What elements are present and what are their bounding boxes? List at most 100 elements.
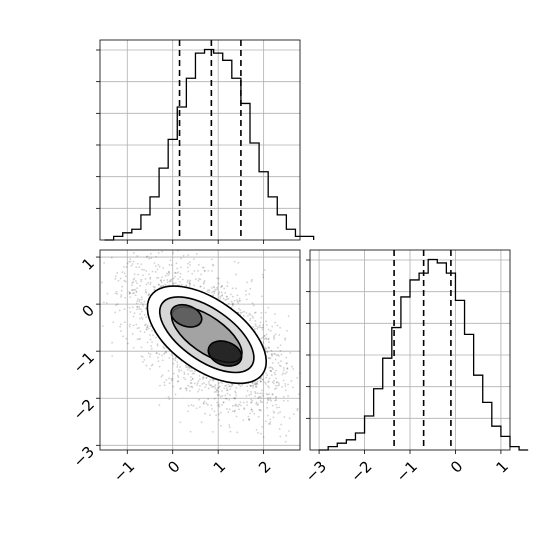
scatter-point (246, 401, 248, 403)
scatter-point (231, 383, 234, 386)
scatter-point (114, 275, 117, 278)
scatter-point (235, 404, 238, 407)
scatter-point (283, 416, 286, 418)
scatter-point (220, 291, 223, 294)
scatter-point (145, 291, 148, 294)
scatter-point (292, 413, 295, 416)
scatter-point (233, 260, 236, 263)
scatter-point (219, 381, 222, 384)
scatter-point (249, 384, 252, 387)
scatter-point (185, 387, 188, 390)
scatter-point (196, 384, 199, 386)
scatter-point (254, 323, 257, 326)
scatter-point (245, 293, 248, 296)
scatter-point (248, 293, 251, 295)
scatter-point (278, 428, 281, 430)
scatter-point (215, 414, 218, 417)
scatter-point (184, 387, 187, 390)
scatter-point (250, 280, 253, 283)
scatter-point (131, 263, 134, 265)
scatter-point (187, 404, 190, 407)
scatter-point (243, 408, 246, 411)
scatter-point (199, 406, 201, 408)
scatter-point (154, 265, 157, 268)
density-contour (207, 340, 243, 367)
scatter-point (269, 418, 272, 421)
scatter-point (267, 337, 270, 340)
scatter-point (267, 396, 269, 399)
scatter-point (263, 334, 266, 337)
scatter-point (256, 327, 259, 330)
scatter-point (117, 279, 120, 282)
scatter-point (258, 395, 261, 398)
x-tick-label: −3 (302, 457, 330, 485)
scatter-point (119, 325, 122, 328)
scatter-point (202, 402, 205, 405)
scatter-point (155, 277, 158, 279)
scatter-point (273, 371, 276, 374)
scatter-point (126, 262, 129, 265)
scatter-point (163, 279, 166, 282)
scatter-point (146, 326, 148, 329)
scatter-point (146, 341, 149, 344)
scatter-point (223, 387, 226, 390)
scatter-point (259, 409, 262, 412)
scatter-point (214, 288, 217, 291)
scatter-point (168, 382, 171, 385)
scatter-point (128, 260, 131, 263)
scatter-point (134, 294, 137, 297)
scatter-point (155, 336, 157, 339)
scatter-point (177, 380, 179, 383)
scatter-point (186, 266, 189, 269)
scatter-point (120, 294, 123, 296)
scatter-point (168, 280, 171, 283)
scatter-point (105, 302, 108, 305)
scatter-point (277, 412, 280, 415)
scatter-point (177, 374, 179, 377)
scatter-point (176, 366, 179, 368)
scatter-point (106, 292, 109, 295)
scatter-point (209, 414, 211, 416)
scatter-point (250, 401, 252, 404)
scatter-point (267, 328, 270, 331)
scatter-point (199, 384, 201, 387)
scatter-point (228, 408, 231, 411)
scatter-point (185, 366, 188, 368)
scatter-point (285, 356, 288, 359)
scatter-point (216, 288, 218, 291)
scatter-point (136, 287, 138, 290)
scatter-point (145, 283, 148, 286)
scatter-point (129, 323, 131, 326)
scatter-point (284, 382, 287, 385)
scatter-point (172, 358, 175, 360)
scatter-point (216, 401, 218, 404)
scatter-point (273, 388, 276, 390)
scatter-point (191, 377, 194, 380)
scatter-point (147, 294, 150, 297)
scatter-point (270, 370, 273, 372)
scatter-point (188, 367, 191, 370)
y-tick-label: −1 (70, 348, 98, 376)
scatter-point (228, 398, 231, 401)
scatter-point (145, 328, 148, 330)
scatter-point (177, 380, 180, 383)
scatter-point (141, 268, 143, 271)
scatter-point (197, 380, 200, 382)
scatter-point (150, 364, 153, 367)
scatter-point (259, 326, 261, 329)
scatter-point (134, 288, 137, 291)
scatter-point (283, 369, 285, 372)
scatter-point (239, 299, 241, 302)
scatter-point (172, 282, 175, 285)
scatter-point (210, 287, 213, 289)
scatter-point (267, 386, 270, 389)
scatter-point (289, 352, 292, 354)
scatter-point (285, 434, 288, 437)
scatter-point (135, 302, 138, 305)
scatter-point (150, 257, 153, 259)
scatter-point (231, 383, 234, 386)
scatter-point (185, 389, 188, 392)
scatter-point (179, 366, 182, 368)
scatter-point (162, 346, 165, 349)
scatter-point (254, 311, 257, 314)
